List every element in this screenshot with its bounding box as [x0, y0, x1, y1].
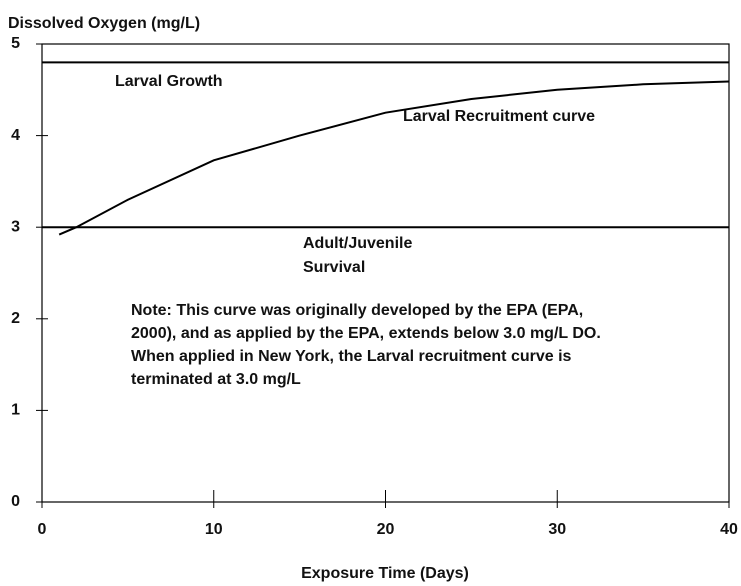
reference-label: Survival	[303, 259, 365, 276]
y-tick-label: 4	[11, 127, 20, 144]
series-label: Larval Recruitment curve	[403, 108, 595, 125]
x-tick-label: 0	[38, 521, 47, 538]
x-tick-label: 20	[377, 521, 395, 538]
note-line: 2000), and as applied by the EPA, extend…	[131, 325, 601, 342]
reference-label: Larval Growth	[115, 73, 223, 90]
x-axis-label: Exposure Time (Days)	[301, 565, 469, 582]
reference-label: Adult/Juvenile	[303, 235, 412, 252]
y-tick-label: 1	[11, 402, 20, 419]
x-tick-label: 10	[205, 521, 223, 538]
note-line: Note: This curve was originally develope…	[131, 302, 583, 319]
y-tick-label: 5	[11, 35, 20, 52]
x-tick-label: 30	[548, 521, 566, 538]
data-line	[58, 80, 730, 236]
chart-title: Dissolved Oxygen (mg/L)	[8, 15, 200, 32]
y-tick-label: 0	[11, 493, 20, 510]
note-line: When applied in New York, the Larval rec…	[131, 348, 572, 365]
y-tick-label: 2	[11, 310, 20, 327]
note-line: terminated at 3.0 mg/L	[131, 371, 301, 388]
y-tick-label: 3	[11, 218, 20, 235]
x-tick-label: 40	[720, 521, 738, 538]
